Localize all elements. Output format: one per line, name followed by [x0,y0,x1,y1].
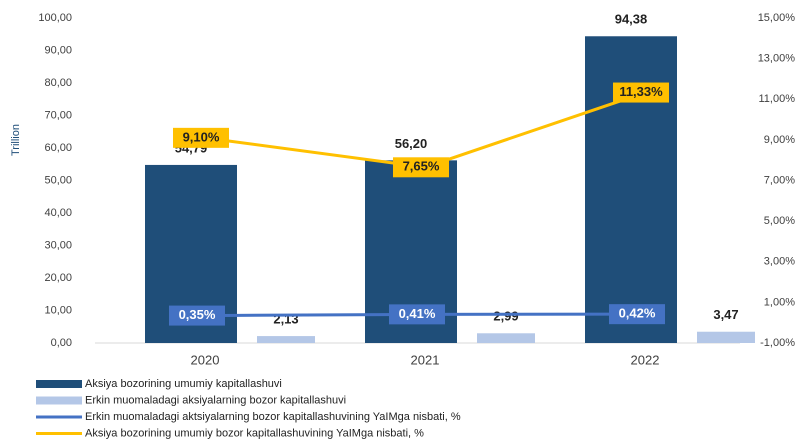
line-value-label: 9,10% [183,129,220,144]
y-axis-label: Trillion [10,124,22,156]
bar-value-label: 2,99 [493,309,518,324]
bar-value-label: 3,47 [713,307,738,322]
value-label-box [613,82,669,103]
line-value-label: 11,33% [619,84,663,99]
legend-swatch [36,396,82,405]
y-tick-label: 50,00 [44,174,72,186]
value-label-box [393,157,449,178]
y-tick-label: 100,00 [38,12,72,24]
value-label-box [389,304,445,325]
bar-value-label: 56,20 [395,136,428,151]
legend-label: Aksiya bozorining umumiy bozor kapitalla… [85,427,424,439]
value-label-box [169,305,225,326]
bar-value-label: 94,38 [615,12,648,27]
y-tick-label: 10,00 [44,304,72,316]
y-tick-label: 20,00 [44,272,72,284]
bar [257,336,315,343]
y2-tick-label: 15,00% [758,12,796,24]
legend-swatch [36,380,82,388]
value-label-box [173,127,229,148]
y2-tick-label: 5,00% [764,215,795,227]
x-tick-label: 2021 [411,352,440,367]
line-value-label: 7,65% [403,159,440,174]
y2-tick-label: -1,00% [760,337,795,349]
y-tick-label: 0,00 [51,337,72,349]
bar [477,333,535,343]
value-label-box [609,304,665,325]
legend-label: Erkin muomaladagi aktsiyalarning bozor k… [85,411,461,423]
y2-tick-label: 1,00% [764,296,795,308]
line-value-label: 0,35% [179,307,216,322]
line [204,91,646,169]
y-tick-label: 70,00 [44,109,72,121]
bar [585,36,677,343]
y2-tick-label: 9,00% [764,134,795,146]
bar [697,331,755,343]
y-tick-label: 90,00 [44,44,72,56]
x-tick-label: 2020 [191,352,220,367]
y-tick-label: 30,00 [44,239,72,251]
y-tick-label: 40,00 [44,207,72,219]
legend-label: Aksiya bozorining umumiy kapitallashuvi [85,378,282,390]
x-tick-label: 2022 [631,352,660,367]
y-tick-label: 80,00 [44,77,72,89]
line-value-label: 0,42% [619,306,656,321]
y2-tick-label: 11,00% [759,93,796,105]
y2-tick-label: 3,00% [764,256,795,268]
y2-tick-label: 13,00% [758,53,796,65]
line-value-label: 0,41% [399,306,436,321]
legend-label: Erkin muomaladagi aksiyalarning bozor ka… [85,394,346,406]
y2-tick-label: 7,00% [764,174,795,186]
y-tick-label: 60,00 [44,142,72,154]
